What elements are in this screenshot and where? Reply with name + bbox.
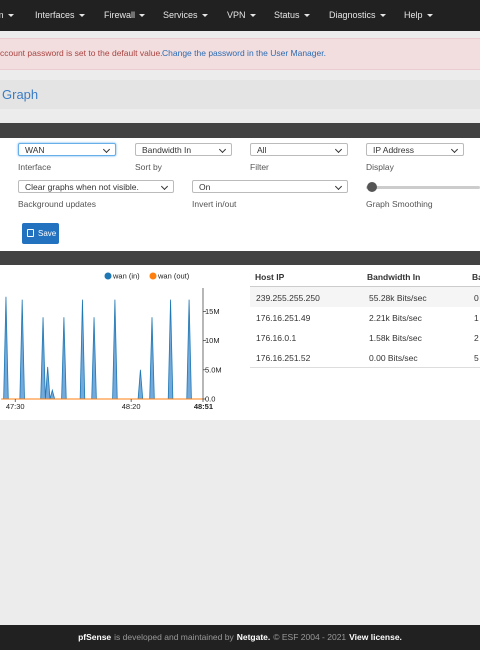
save-button[interactable]: Save [22,223,59,244]
slider-track[interactable] [366,186,480,189]
table-cell: 176.16.0.1 [256,333,297,343]
table-cell: 0 [474,293,479,303]
nav-menu[interactable]: Services [163,10,208,20]
field-label: Display [366,162,394,172]
table-row [250,347,480,368]
table-cell: 176.16.251.52 [256,353,311,363]
select-value: Clear graphs when not visible. [25,182,139,192]
table-cell: 1.58k Bits/sec [369,333,422,343]
nav-menu[interactable]: VPN [227,10,256,20]
y-tick-label: 5.0M [205,365,222,374]
y-tick-label: 0.0 [205,395,215,404]
alert-link[interactable]: Change the password in the User Manager. [162,48,326,58]
table-header: Host IP [255,272,285,282]
legend-swatch [149,272,157,280]
table-cell: 176.16.251.49 [256,313,311,323]
select-value: Bandwidth In [142,145,192,155]
area [1,296,203,400]
x-tick-label: 48:51 [194,402,213,411]
table-header: Bandwidth In [367,272,421,282]
select[interactable]: Bandwidth In [135,143,232,156]
field-label: Filter [250,162,269,172]
nav-menu[interactable]: Diagnostics [329,10,386,20]
select[interactable]: WAN [18,143,116,156]
table-cell: 239.255.255.250 [256,293,320,303]
alert: ccount password is set to the default va… [0,38,480,70]
field-label: Graph Smoothing [366,199,433,209]
table-rule [250,286,480,287]
select[interactable]: All [250,143,348,156]
select-value: All [257,145,267,155]
nav-menu[interactable]: Status [274,10,310,20]
table-cell: 55.28k Bits/sec [369,293,427,303]
legend-label: wan (in) [112,272,140,281]
nav-menu[interactable]: Firewall [104,10,145,20]
select-value: IP Address [373,145,414,155]
legend-swatch [104,272,112,280]
field-label: Background updates [18,199,96,209]
select[interactable]: IP Address [366,143,464,156]
select[interactable]: Clear graphs when not visible. [18,180,174,193]
x-tick-label: 48:20 [122,402,141,411]
table-header: Ba [472,272,480,282]
settings-form [0,138,480,251]
footer-license[interactable]: View license. [349,632,402,642]
y-tick-label: 10M [205,336,220,345]
panel-heading [0,123,480,138]
field-label: Invert in/out [192,199,237,209]
footer: pfSense is developed and maintained by Net… [0,625,480,650]
select[interactable]: On [192,180,348,193]
slider-knob[interactable] [367,182,377,192]
alert-text: ccount password is set to the default va… [0,48,163,58]
nav-menu[interactable]: m [0,10,14,20]
footer-brand: pfSense [78,632,112,642]
x-tick-label: 47:30 [6,402,25,411]
field-label: Interface [18,162,52,172]
legend-label: wan (out) [157,272,190,281]
table-cell: 2 [474,333,479,343]
footer-text: is developed and maintained by [114,632,234,642]
traffic-chart: wan (in) wan (out) 0.0 5.0M 10M 15M 47:30 48:20… [1,272,222,411]
y-tick-label: 15M [205,307,220,316]
table-cell: 0.00 Bits/sec [369,353,418,363]
footer-company[interactable]: Netgate. [236,632,271,642]
breadcrumb-title[interactable]: Graph [2,87,39,102]
select-value: On [199,182,211,192]
navbar: m Interfaces Firewall Services VPN Status Diag… [0,0,480,31]
save-label: Save [38,229,57,238]
field-label: Sort by [135,162,162,172]
table-cell: 5 [474,353,479,363]
table-cell: 1 [474,313,479,323]
panel-heading [0,251,480,265]
table-cell: 2.21k Bits/sec [369,313,422,323]
breadcrumb: Graph [0,80,480,109]
select-value: WAN [25,145,45,155]
nav-menu[interactable]: Help [404,10,433,20]
nav-menu[interactable]: Interfaces [35,10,85,20]
footer-copy: © ESF 2004 - 2021 [273,632,347,642]
